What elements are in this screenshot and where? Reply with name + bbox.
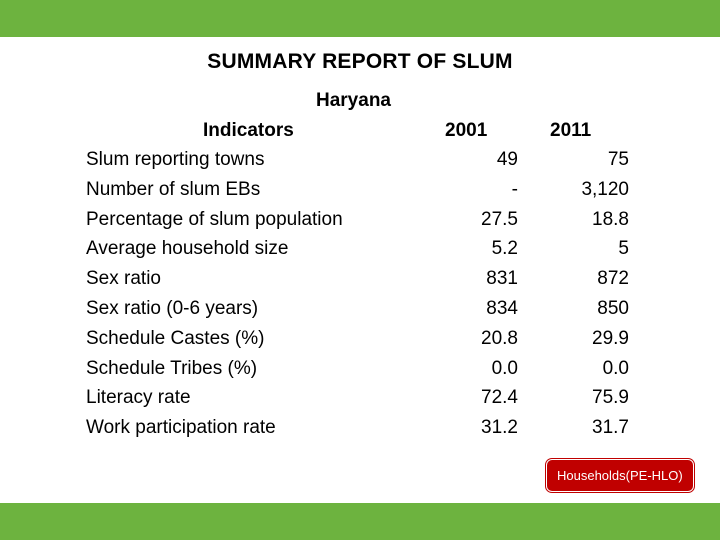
top-banner [0,0,720,37]
value-2001: 5.2 [491,238,518,260]
value-2011: 0.0 [602,357,629,379]
row-label: Slum reporting towns [86,149,265,170]
value-2011: 75.9 [592,387,629,409]
value-2011: 75 [607,149,629,170]
page-title: SUMMARY REPORT OF SLUM [207,50,513,73]
table-row: Schedule Castes (%) 20.8 29.9 [0,326,720,356]
year-2011-header: 2011 [550,120,592,141]
state-name: Haryana [316,90,391,111]
households-link-button[interactable]: Households(PE-HLO) [549,462,691,489]
value-2001: 834 [486,297,518,319]
table-row: Schedule Tribes (%) 0.0 0.0 [0,356,720,386]
table-row: Average household size 5.2 5 [0,236,720,266]
bottom-banner [0,503,720,540]
table-row: Percentage of slum population 27.5 18.8 [0,207,720,237]
value-2011: 3,120 [581,178,629,200]
value-2001: 27.5 [481,208,518,230]
value-2011: 18.8 [592,208,629,230]
value-2011: 29.9 [592,327,629,349]
value-2011: 31.7 [592,417,629,439]
value-2001: 31.2 [481,417,518,439]
table-row: Work participation rate 31.2 31.7 [0,415,720,445]
value-2001: 72.4 [481,387,518,409]
value-2001: 20.8 [481,327,518,349]
value-2001: 831 [486,268,518,290]
value-2001: 49 [496,149,518,170]
row-label: Schedule Tribes (%) [86,357,258,379]
value-2011: 872 [597,268,629,290]
indicators-header: Indicators [203,120,294,141]
value-2001: 0.0 [491,357,518,379]
table-row: Sex ratio (0-6 years) 834 850 [0,296,720,326]
table-row: Literacy rate 72.4 75.9 [0,385,720,415]
row-label: Percentage of slum population [86,208,343,230]
table-row: Sex ratio 831 872 [0,266,720,296]
row-label: Sex ratio (0-6 years) [86,297,259,319]
indicator-table: Slum reporting towns 49 75 Number of slu… [0,147,720,445]
row-label: Literacy rate [86,387,191,409]
table-row: Number of slum EBs - 3,120 [0,177,720,207]
row-label: Sex ratio [86,268,161,290]
row-label: Work participation rate [86,417,276,439]
row-label: Average household size [86,238,289,260]
table-row: Slum reporting towns 49 75 [0,147,720,177]
value-2001: - [511,178,518,200]
year-2001-header: 2001 [445,120,488,141]
value-2011: 5 [618,238,629,260]
value-2011: 850 [597,297,629,319]
row-label: Schedule Castes (%) [86,327,265,349]
row-label: Number of slum EBs [86,178,261,200]
